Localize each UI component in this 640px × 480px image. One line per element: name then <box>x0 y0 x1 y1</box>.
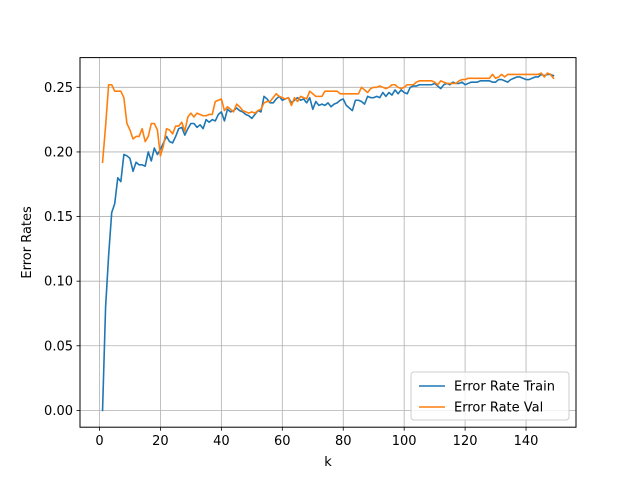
grid <box>80 57 576 428</box>
y-tick-label: 0.10 <box>44 275 73 290</box>
legend-label: Error Rate Train <box>454 380 555 395</box>
x-tick-label: 80 <box>335 434 352 449</box>
legend-box <box>410 371 570 421</box>
legend: Error Rate Train Error Rate Val <box>410 371 570 421</box>
x-tick-label: 140 <box>514 434 539 449</box>
x-tick-label: 60 <box>274 434 291 449</box>
series-line-train <box>101 73 555 412</box>
y-axis-label: Error Rates <box>20 206 35 279</box>
x-tick-label: 120 <box>453 434 478 449</box>
y-tick-label: 0.20 <box>44 145 73 160</box>
series-layer <box>101 72 555 412</box>
ticks: 0 20 40 60 80 100 120 140 0.00 0.05 0.10 0.15 0.20 0.… <box>44 81 538 449</box>
y-tick-label: 0.25 <box>44 81 73 96</box>
y-tick-label: 0.15 <box>44 210 73 225</box>
series-line-val <box>101 72 555 164</box>
y-tick-label: 0.00 <box>44 404 73 419</box>
x-tick-label: 0 <box>95 434 103 449</box>
plot-frame <box>79 57 577 428</box>
legend-label: Error Rate Val <box>454 401 543 416</box>
y-tick-label: 0.05 <box>44 339 73 354</box>
x-axis-label: k <box>324 455 332 470</box>
x-tick-label: 40 <box>213 434 230 449</box>
x-tick-label: 20 <box>152 434 169 449</box>
x-tick-label: 100 <box>392 434 417 449</box>
